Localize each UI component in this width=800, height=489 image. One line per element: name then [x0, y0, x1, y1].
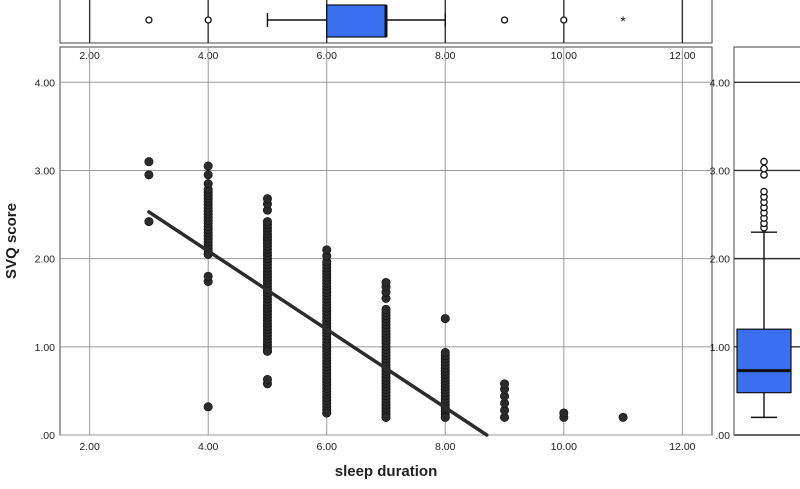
right-tick-label: 3.00: [710, 165, 731, 177]
scatter-point: [203, 161, 213, 171]
scatter-point: [440, 348, 450, 358]
scatter-point: [203, 170, 213, 180]
right-boxplot-panel: .00 1.00 2.00 3.00 4.00: [710, 46, 800, 442]
scatter-point: [381, 277, 391, 287]
right-tick-label: 1.00: [710, 342, 731, 354]
right-boxplot: [736, 157, 792, 419]
scatter-point: [440, 314, 450, 324]
right-tick-label: 2.00: [710, 254, 731, 266]
scatter-point: [618, 412, 628, 422]
scatter-point: [144, 157, 154, 167]
scatter-point: [322, 408, 332, 418]
right-outlier: [760, 187, 768, 196]
right-tick-label: .00: [715, 430, 730, 442]
scatter-point: [203, 271, 213, 281]
top-outlier: [560, 16, 568, 24]
fit-line: [147, 210, 489, 437]
scatter-point: [144, 217, 154, 227]
right-outlier: [760, 171, 768, 179]
right-box-iqr: [736, 328, 792, 394]
y-tick-label: 3.00: [35, 165, 56, 177]
scatter-point: [440, 412, 450, 422]
y-tick-label: .00: [40, 430, 55, 442]
scatter-point: [262, 374, 272, 384]
top-boxplot-panel: * 2.00 4.00 6.00 8.00 10.00 12.00: [59, 0, 713, 62]
x-tick-label: 4.00: [198, 441, 219, 453]
x-tick-label: 8.00: [435, 441, 456, 453]
top-boxplot-frame: [59, 0, 713, 44]
scatter-point: [144, 170, 154, 180]
scatter-point: [322, 245, 332, 255]
y-tick-label: 1.00: [35, 342, 56, 354]
y-axis-label: SVQ score: [3, 203, 20, 279]
scatter-point: [559, 408, 569, 418]
y-tick-labels: .00 1.00 2.00 3.00 4.00: [35, 77, 56, 442]
x-tick-label: 2.00: [79, 441, 100, 453]
top-extreme: *: [620, 13, 626, 29]
right-tick-label: 4.00: [710, 77, 731, 89]
scatter-point: [381, 304, 391, 314]
y-tick-label: 4.00: [35, 77, 56, 89]
scatter-panel: 2.00 4.00 6.00 8.00 10.00 12.00 .00 1.00 2.00 3.…: [3, 46, 713, 480]
top-outlier: [500, 16, 509, 24]
right-outlier: [760, 157, 768, 166]
scatter-point: [203, 402, 213, 412]
x-tick-label: 10.00: [551, 441, 577, 453]
top-boxplot-ticks: 2.00 4.00 6.00 8.00 10.00 12.00: [79, 50, 695, 62]
top-outlier: [145, 16, 153, 24]
right-outlier: [760, 164, 768, 173]
scatter-point: [381, 412, 391, 422]
x-tick-label: 12.00: [669, 441, 695, 453]
x-tick-label: 6.00: [317, 441, 338, 453]
scatter-point: [262, 194, 272, 204]
top-outlier: [204, 16, 212, 24]
scatter-point: [262, 217, 272, 227]
y-tick-label: 2.00: [35, 254, 56, 266]
top-box-iqr: [326, 4, 387, 38]
top-boxplot: *: [145, 4, 626, 38]
scatter-points: [144, 157, 628, 422]
scatter-point: [500, 379, 510, 389]
scatter-point: [203, 179, 213, 189]
scatter-point: [262, 346, 272, 356]
x-tick-labels: 2.00 4.00 6.00 8.00 10.00 12.00: [79, 441, 695, 453]
x-axis-label: sleep duration: [335, 463, 438, 480]
right-boxplot-ticks: .00 1.00 2.00 3.00 4.00: [710, 77, 731, 442]
